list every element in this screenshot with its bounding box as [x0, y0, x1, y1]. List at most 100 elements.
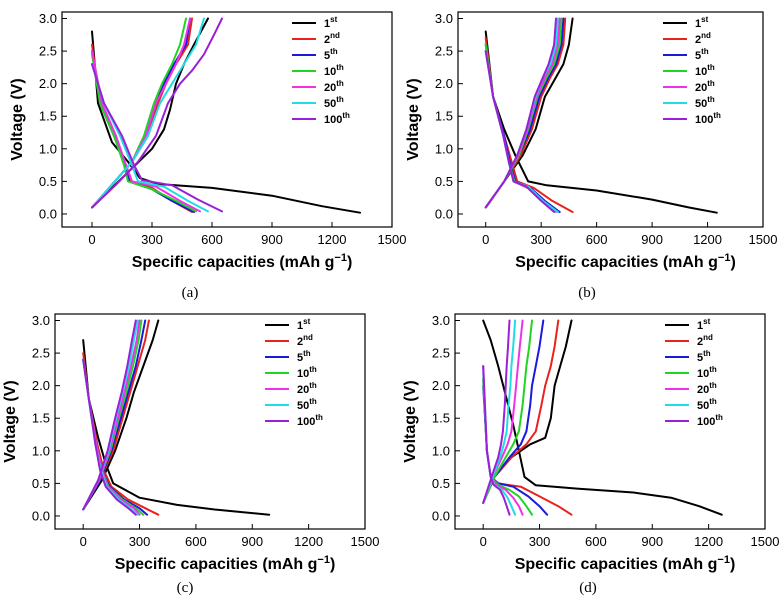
plot-frame — [457, 11, 764, 228]
y-tick-label: 2.0 — [435, 76, 453, 91]
plot-frame — [54, 313, 366, 530]
legend-label: 10th — [297, 365, 317, 380]
legend-label: 5th — [297, 349, 311, 364]
y-tick-label: 2.5 — [435, 44, 453, 59]
y-tick-label: 1.0 — [32, 443, 50, 458]
legend-label: 100th — [297, 413, 323, 428]
y-axis-title: Voltage (V) — [2, 380, 19, 462]
y-tick-label: 1.5 — [432, 411, 450, 426]
legend-label: 5th — [324, 47, 338, 62]
x-tick-label: 1500 — [378, 232, 407, 247]
y-tick-label: 0.0 — [432, 508, 450, 523]
x-axis-title: Specific capacities (mAh g−1) — [132, 252, 353, 271]
legend-label: 5th — [697, 349, 711, 364]
y-tick-label: 0.5 — [435, 174, 453, 189]
legend-label: 50th — [695, 95, 715, 110]
series-100-discharge-line — [91, 63, 223, 213]
legend-label: 1st — [324, 15, 338, 30]
plot-frame — [61, 11, 393, 228]
x-axis-title: Specific capacities (mAh g−1) — [515, 554, 736, 573]
y-tick-label: 1.5 — [435, 109, 453, 124]
y-tick-label: 0.0 — [32, 508, 50, 523]
legend-label: 1st — [297, 317, 311, 332]
x-axis-title: Specific capacities (mAh g−1) — [115, 554, 336, 573]
x-tick-label: 1200 — [318, 232, 347, 247]
x-tick-label: 1200 — [693, 232, 722, 247]
x-tick-label: 300 — [141, 232, 163, 247]
series-1-discharge-line — [91, 30, 361, 214]
x-tick-label: 600 — [585, 534, 607, 549]
series-5-charge-line — [482, 319, 545, 504]
x-tick-label: 300 — [129, 534, 151, 549]
y-tick-label: 1.0 — [39, 141, 57, 156]
x-tick-label: 0 — [480, 534, 487, 549]
plot-frame — [454, 313, 766, 530]
y-axis-title: Voltage (V) — [9, 78, 26, 160]
y-tick-label: 3.0 — [39, 11, 57, 26]
series-100-charge-line — [482, 319, 511, 504]
x-tick-label: 0 — [88, 232, 95, 247]
x-tick-label: 1200 — [694, 534, 723, 549]
y-tick-label: 3.0 — [432, 313, 450, 328]
series-100-charge-line — [484, 17, 557, 209]
x-tick-label: 1500 — [351, 534, 380, 549]
legend-label: 1st — [695, 15, 709, 30]
y-tick-label: 1.0 — [432, 443, 450, 458]
x-tick-label: 0 — [80, 534, 87, 549]
series-100-charge-line — [91, 17, 223, 209]
y-tick-label: 2.5 — [432, 346, 450, 361]
y-tick-label: 2.0 — [39, 76, 57, 91]
legend-label: 50th — [297, 397, 317, 412]
legend-label: 10th — [697, 365, 717, 380]
series-20-discharge-line — [91, 50, 201, 213]
legend-label: 2nd — [697, 333, 713, 348]
panel-caption: (a) — [182, 285, 199, 301]
y-tick-label: 2.0 — [432, 378, 450, 393]
x-tick-label: 900 — [641, 232, 663, 247]
y-tick-label: 2.5 — [39, 44, 57, 59]
x-tick-label: 1500 — [751, 534, 779, 549]
x-tick-label: 300 — [529, 534, 551, 549]
series-50-charge-line — [482, 319, 517, 504]
series-1-discharge-line — [482, 319, 723, 516]
legend-label: 100th — [695, 111, 721, 126]
legend-label: 2nd — [324, 31, 340, 46]
panel-caption: (d) — [579, 580, 597, 596]
legend-label: 2nd — [695, 31, 711, 46]
legend-label: 20th — [297, 381, 317, 396]
panel-caption: (c) — [177, 580, 194, 596]
y-tick-label: 3.0 — [32, 313, 50, 328]
x-axis-title: Specific capacities (mAh g−1) — [515, 252, 736, 271]
x-tick-label: 1500 — [749, 232, 778, 247]
legend-label: 1st — [697, 317, 711, 332]
x-tick-label: 1200 — [294, 534, 323, 549]
legend-label: 50th — [324, 95, 344, 110]
legend-label: 100th — [324, 111, 350, 126]
panel-caption: (b) — [578, 285, 596, 301]
series-100-discharge-line — [482, 365, 511, 516]
legend-label: 5th — [695, 47, 709, 62]
x-tick-label: 900 — [641, 534, 663, 549]
legend-label: 100th — [697, 413, 723, 428]
chart-panel: 0 300 600 900 1200 1500 0.0 0.5 1.0 1.5 2.0 2.5 3.0 S… — [405, 11, 777, 301]
chart-panel: 0 300 600 900 1200 1500 0.0 0.5 1.0 1.5 2.0 2.5 3.0 S… — [2, 313, 379, 596]
y-tick-label: 0.5 — [432, 476, 450, 491]
y-axis-title: Voltage (V) — [405, 78, 422, 160]
series-50-charge-line — [91, 17, 205, 209]
y-tick-label: 0.5 — [39, 174, 57, 189]
legend-label: 20th — [697, 381, 717, 396]
y-tick-label: 2.0 — [32, 378, 50, 393]
x-tick-label: 600 — [185, 534, 207, 549]
legend-label: 50th — [697, 397, 717, 412]
legend-label: 10th — [695, 63, 715, 78]
x-tick-label: 600 — [586, 232, 608, 247]
chart-panel: 0 300 600 900 1200 1500 0.0 0.5 1.0 1.5 2.0 2.5 3.0 S… — [9, 11, 406, 301]
series-100-discharge-line — [82, 358, 137, 516]
legend-label: 2nd — [297, 333, 313, 348]
x-tick-label: 0 — [482, 232, 489, 247]
y-tick-label: 1.5 — [32, 411, 50, 426]
y-axis-title: Voltage (V) — [402, 380, 419, 462]
chart-panel: 0 300 600 900 1200 1500 0.0 0.5 1.0 1.5 2.0 2.5 3.0 S… — [402, 313, 779, 596]
legend-label: 10th — [324, 63, 344, 78]
